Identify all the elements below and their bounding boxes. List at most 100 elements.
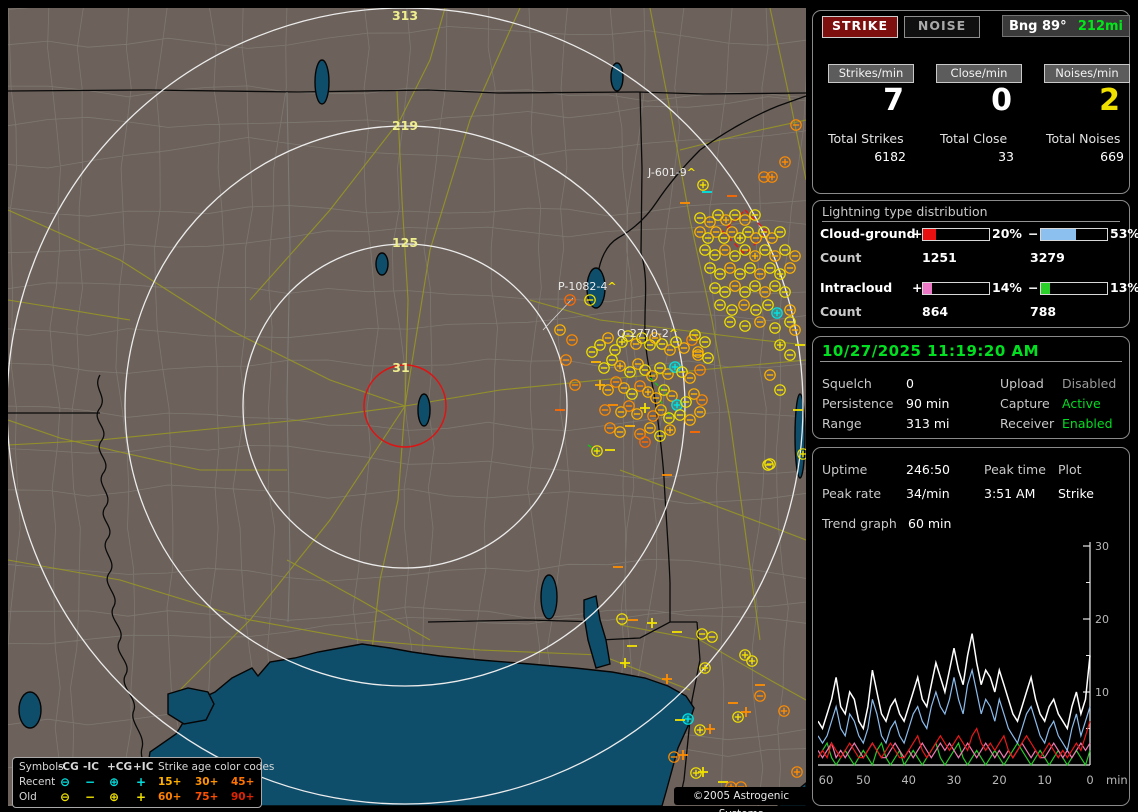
peak-time-label: Peak time (984, 462, 1046, 477)
strike-symbol (692, 346, 704, 358)
noises-per-min-label[interactable]: Noises/min (1044, 64, 1130, 83)
minus-icon: − (85, 790, 96, 804)
strike-symbol (678, 750, 688, 760)
strike-symbol (668, 751, 680, 763)
map-canvas: 313 219 125 31 J-601-9^ P-1082-4^ Q-2770-2^ (8, 8, 806, 806)
legend-col-ic-pos: +IC (133, 761, 154, 773)
legend-col-cg-pos: +CG (107, 761, 133, 773)
strike-symbol (746, 655, 758, 667)
total-strikes-label: Total Strikes (828, 131, 904, 146)
copyright-label: ©2005 Astrogenic Systems (674, 787, 808, 812)
strike-symbol (656, 338, 668, 350)
plus-sign: + (912, 226, 923, 241)
trend-series-ic-pos (818, 741, 1091, 760)
peak-time-value: 3:51 AM (984, 486, 1036, 501)
strike-symbol (564, 294, 576, 306)
x-tick-label: 0 (1086, 773, 1093, 787)
strikes-per-min-label[interactable]: Strikes/min (828, 64, 914, 83)
upload-status: Disabled (1062, 376, 1117, 391)
x-tick-label: 30 (947, 773, 962, 787)
trend-graph-window: 60 min (908, 516, 952, 531)
strike-symbol (706, 631, 718, 643)
strike-symbol (749, 209, 761, 221)
strike-symbol (738, 299, 750, 311)
trend-series-noise-ic-neg (818, 741, 1091, 767)
x-tick-label: 40 (901, 773, 916, 787)
strike-symbol (694, 724, 706, 736)
strike-symbol (779, 286, 791, 298)
strike-symbol (759, 286, 771, 298)
age-90: 90+ (231, 791, 255, 803)
minus-icon: − (85, 775, 96, 789)
strike-symbol (749, 250, 761, 262)
strike-symbol (631, 408, 643, 420)
strike-symbol (674, 409, 686, 421)
range-ring-labels: 313 219 125 31 (392, 8, 418, 375)
peak-rate-label: Peak rate (822, 486, 882, 501)
capture-label: Capture (1000, 396, 1050, 411)
strike-symbol (739, 286, 751, 298)
strike-symbol (764, 458, 776, 470)
strike-symbol (642, 386, 654, 398)
minus-sign: − (1028, 280, 1039, 295)
intracloud-label: Intracloud (820, 280, 893, 295)
strike-symbol (789, 250, 801, 262)
strike-symbol (591, 445, 603, 457)
status-panel (812, 336, 1130, 439)
state-border-ms-al (286, 91, 291, 623)
age-45: 45+ (231, 776, 255, 788)
uptime-value: 246:50 (906, 462, 950, 477)
strike-symbol (742, 226, 754, 238)
circle-plus-icon: ⊕ (109, 790, 120, 804)
strike-symbol (690, 767, 702, 779)
strike-symbol (710, 226, 722, 238)
strike-symbol (614, 426, 626, 438)
receiver-status: Enabled (1062, 416, 1113, 431)
strike-symbol (729, 209, 741, 221)
strike-symbol (774, 226, 786, 238)
ic-neg-pct: 13% (1110, 280, 1138, 295)
storm-cell-label: Q-2770-2^ (617, 327, 678, 340)
strike-symbol (694, 212, 706, 224)
strike-mode-button[interactable]: STRIKE (822, 16, 898, 38)
strike-symbol (702, 232, 714, 244)
strike-symbol (636, 332, 648, 344)
x-tick-label: 20 (992, 773, 1007, 787)
strike-symbol (719, 244, 731, 256)
trend-graph: 10 20 30 60 50 40 30 20 10 0 min (818, 540, 1128, 787)
y-tick-label: 20 (1095, 613, 1109, 626)
state-borders (8, 89, 806, 806)
strike-symbol (602, 332, 614, 344)
strike-symbol (662, 368, 674, 380)
strike-symbol (604, 422, 616, 434)
strike-symbol (634, 380, 646, 392)
cg-count-label: Count (820, 250, 862, 265)
strike-symbol (766, 232, 778, 244)
strike-symbol (598, 362, 610, 374)
strike-symbol (676, 366, 688, 378)
circle-minus-icon: ⊖ (60, 775, 71, 789)
trend-series-total (818, 633, 1091, 731)
strike-symbol (595, 380, 605, 390)
strike-symbol (709, 249, 721, 261)
legend-symbols-header: Symbols (19, 761, 64, 773)
noise-mode-button[interactable]: NOISE (904, 16, 980, 38)
strike-symbol (739, 214, 751, 226)
county-borders (8, 8, 806, 806)
road-network (8, 8, 806, 701)
legend-old-label: Old (19, 791, 37, 803)
strike-symbol (632, 358, 644, 370)
strike-symbol (664, 424, 676, 436)
strike-symbol (650, 392, 662, 404)
receiver-label: Receiver (1000, 416, 1055, 431)
strike-symbol (623, 400, 635, 412)
close-per-min-label[interactable]: Close/min (936, 64, 1022, 83)
storm-cell-label: J-601-9^ (647, 166, 696, 179)
strike-symbol (726, 304, 738, 316)
trend-series-cg-neg (818, 667, 1091, 752)
strike-symbol (639, 436, 651, 448)
strike-symbol (682, 713, 694, 725)
strike-symbol (622, 330, 634, 342)
strike-symbol (729, 250, 741, 262)
range-ring-label: 219 (392, 118, 418, 133)
